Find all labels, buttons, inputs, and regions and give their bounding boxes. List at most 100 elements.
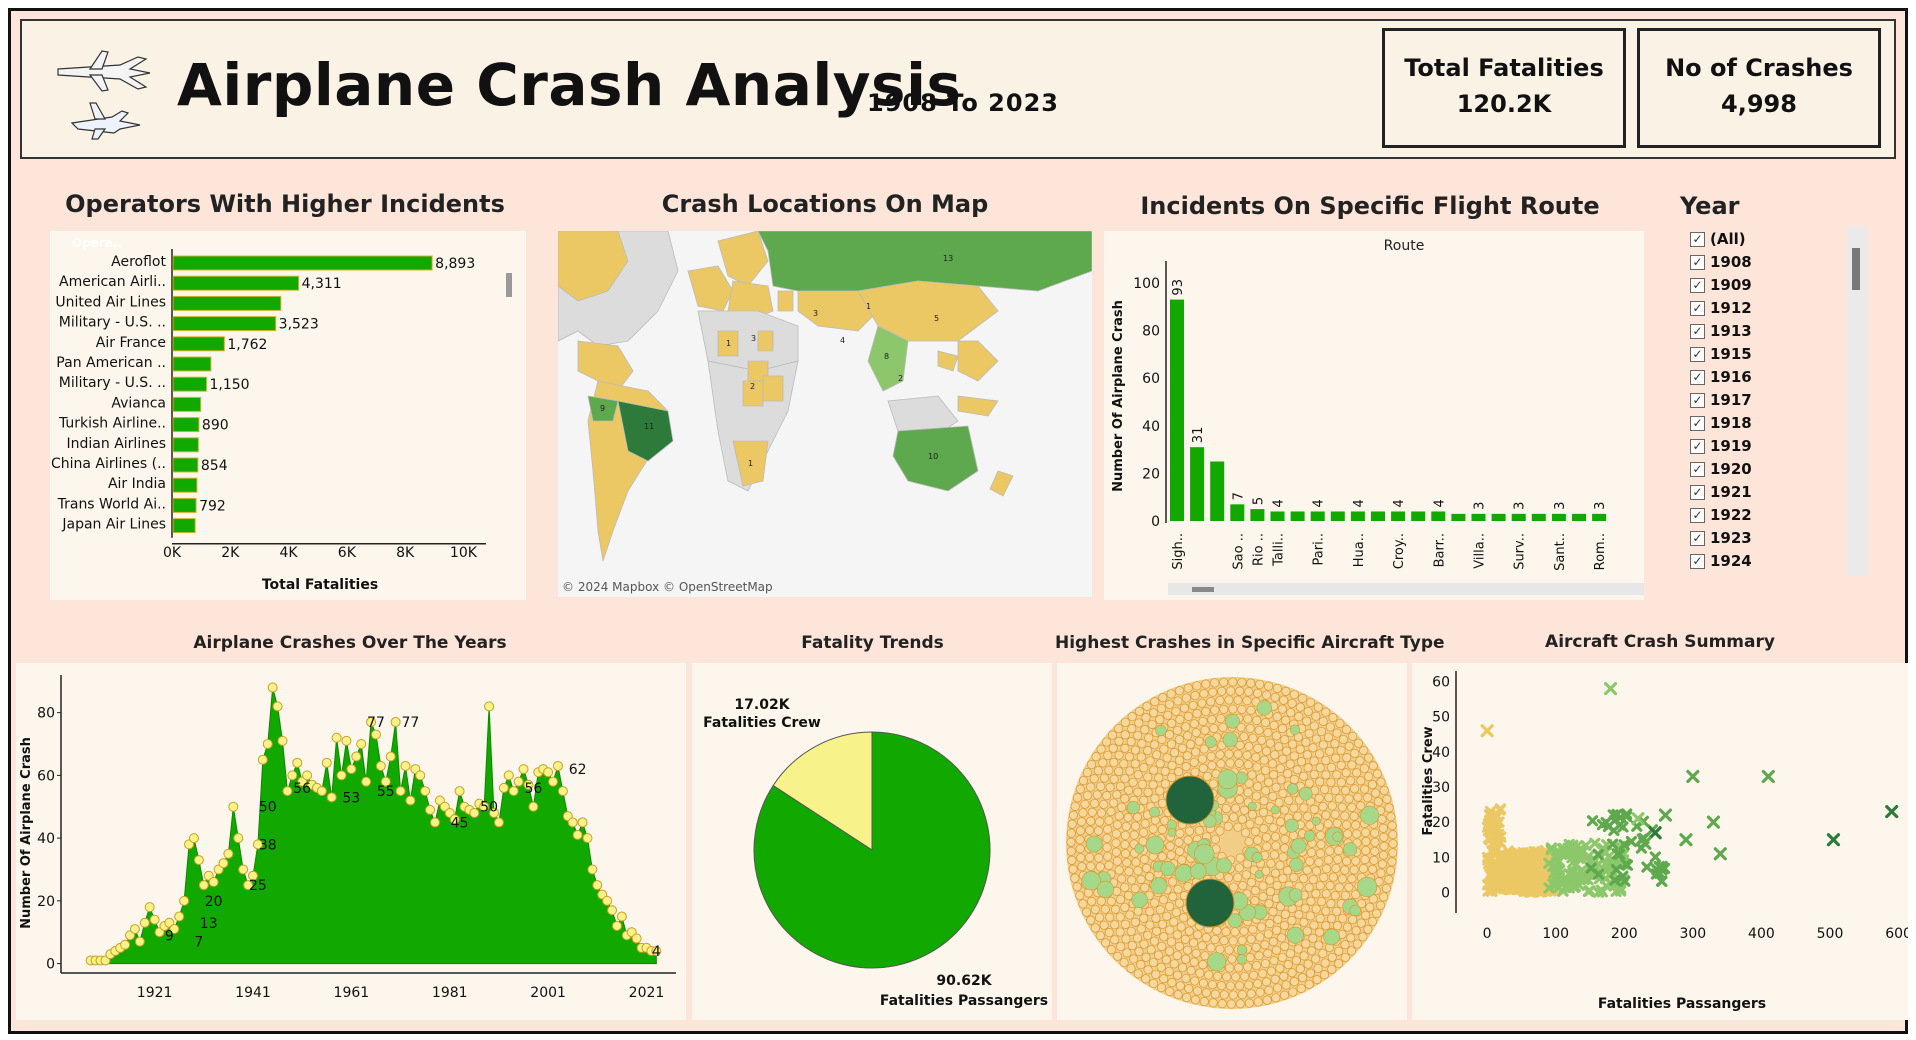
checkbox-icon[interactable]: ✓ <box>1690 346 1705 362</box>
scrollbar-thumb[interactable] <box>1852 248 1860 290</box>
data-label: 3 <box>1473 502 1488 510</box>
bubble <box>1309 920 1319 930</box>
category-label: China Airlines (.. <box>51 456 166 472</box>
year-option[interactable]: ✓ 1908 <box>1690 251 1752 273</box>
bubble <box>1263 728 1273 738</box>
bubble <box>1281 715 1291 725</box>
checkbox-icon[interactable]: ✓ <box>1690 277 1705 293</box>
bubble <box>1277 724 1288 734</box>
bubble <box>1346 776 1356 786</box>
data-point <box>144 902 155 913</box>
bubble <box>1252 715 1262 726</box>
bubble <box>1353 738 1363 748</box>
bubble <box>1254 870 1264 879</box>
checkbox-icon[interactable]: ✓ <box>1690 438 1705 454</box>
data-point <box>1618 839 1630 851</box>
bubble <box>1206 697 1216 707</box>
bubble <box>1377 859 1388 869</box>
category-label: Barr.. <box>1432 533 1447 567</box>
year-filter: ✓ (All) ✓ 1908 ✓ 1909 ✓ 1912 ✓ 1913 ✓ 1915 ✓ 1916 ✓ 191… <box>1676 225 1866 577</box>
bubble <box>1344 882 1354 892</box>
bubble <box>1236 954 1247 965</box>
year-option[interactable]: ✓ 1922 <box>1690 504 1752 526</box>
bubble <box>1067 819 1077 829</box>
bubble <box>1159 932 1169 942</box>
operators-bar-chart: Opera.. Aeroflot 8,893 American Airli.. 4,31… <box>51 236 512 593</box>
bubble <box>1115 781 1126 791</box>
year-option[interactable]: ✓ 1919 <box>1690 435 1752 457</box>
year-option[interactable]: ✓ 1909 <box>1690 274 1752 296</box>
bubble <box>1282 866 1293 876</box>
bubble <box>1167 772 1177 783</box>
fatality-pie-chart: 17.02K Fatalities Crew 90.62K Fatalities Pa… <box>703 697 1048 1009</box>
year-option[interactable]: ✓ (All) <box>1690 228 1746 250</box>
year-option[interactable]: ✓ 1923 <box>1690 527 1752 549</box>
tick-label: 0 <box>1151 514 1160 530</box>
checkbox-icon[interactable]: ✓ <box>1690 392 1705 408</box>
bubble <box>1078 808 1088 818</box>
bubble <box>1174 735 1184 745</box>
bubble <box>1095 930 1105 941</box>
checkbox-icon[interactable]: ✓ <box>1690 300 1705 316</box>
year-option[interactable]: ✓ 1920 <box>1690 458 1752 480</box>
checkbox-icon[interactable]: ✓ <box>1690 231 1705 247</box>
bubble <box>1132 812 1142 822</box>
bubble <box>1181 954 1191 964</box>
year-option[interactable]: ✓ 1916 <box>1690 366 1752 388</box>
bubble <box>1147 719 1157 729</box>
bubble <box>1246 934 1256 944</box>
bubble <box>1226 999 1236 1009</box>
world-map[interactable]: 13 11 10 9 8 5 4 3 3 2 2 1 1 1 © 2024 Ma… <box>558 231 1092 597</box>
map-panel[interactable]: 13 11 10 9 8 5 4 3 3 2 2 1 1 1 © 2024 Ma… <box>558 231 1092 597</box>
bubble <box>1217 686 1227 696</box>
bubble <box>1332 906 1342 916</box>
checkbox-icon[interactable]: ✓ <box>1690 369 1705 385</box>
bubble <box>1311 711 1321 721</box>
year-option[interactable]: ✓ 1915 <box>1690 343 1752 365</box>
checkbox-icon[interactable]: ✓ <box>1690 507 1705 523</box>
summary-chart-title: Aircraft Crash Summary <box>1545 632 1775 652</box>
scrollbar-track <box>1168 583 1644 595</box>
bubble <box>1321 889 1331 899</box>
checkbox-icon[interactable]: ✓ <box>1690 553 1705 569</box>
bar <box>172 356 212 372</box>
bubble <box>1167 760 1177 771</box>
bubble <box>1208 779 1218 789</box>
checkbox-icon[interactable]: ✓ <box>1690 254 1705 270</box>
data-point <box>385 751 396 762</box>
bubble <box>1149 765 1159 775</box>
year-option[interactable]: ✓ 1921 <box>1690 481 1752 503</box>
data-point <box>1545 844 1557 856</box>
bubble <box>1269 956 1279 966</box>
bubble <box>1157 919 1168 929</box>
bubble <box>1171 706 1181 716</box>
checkbox-icon[interactable]: ✓ <box>1690 530 1705 546</box>
bubble <box>1127 940 1137 951</box>
bubble <box>1237 990 1247 1000</box>
bubble <box>1096 880 1115 898</box>
bubble <box>1348 731 1358 741</box>
bubble <box>1243 962 1253 972</box>
bubble <box>1305 911 1315 921</box>
data-point <box>449 814 460 825</box>
checkbox-icon[interactable]: ✓ <box>1690 461 1705 477</box>
year-option[interactable]: ✓ 1912 <box>1690 297 1752 319</box>
scrollbar-thumb <box>506 273 512 297</box>
checkbox-icon[interactable]: ✓ <box>1690 415 1705 431</box>
data-label: 1,150 <box>210 377 250 393</box>
tick-label: 6K <box>338 545 357 561</box>
bubble <box>1272 925 1282 935</box>
year-option[interactable]: ✓ 1917 <box>1690 389 1752 411</box>
pie-slice <box>772 731 873 851</box>
bubble <box>1386 812 1396 822</box>
year-option[interactable]: ✓ 1918 <box>1690 412 1752 434</box>
year-option[interactable]: ✓ 1924 <box>1690 550 1752 572</box>
year-option[interactable]: ✓ 1913 <box>1690 320 1752 342</box>
bubble <box>1251 942 1261 952</box>
checkbox-icon[interactable]: ✓ <box>1690 323 1705 339</box>
bubble <box>1197 941 1207 951</box>
year-filter-scrollbar[interactable] <box>1847 226 1867 576</box>
data-point <box>1615 883 1627 895</box>
checkbox-icon[interactable]: ✓ <box>1690 484 1705 500</box>
data-point <box>1603 681 1618 696</box>
